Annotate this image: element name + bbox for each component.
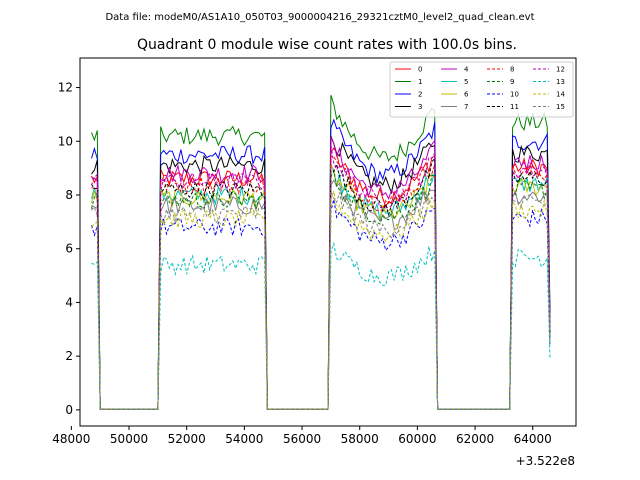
legend-label-9: 9 — [510, 78, 514, 86]
legend-label-4: 4 — [464, 66, 469, 74]
series-line-15 — [91, 191, 551, 410]
legend-label-10: 10 — [510, 91, 519, 99]
x-tick-label: 64000 — [514, 432, 552, 446]
y-tick-label: 6 — [65, 242, 73, 256]
legend-label-1: 1 — [418, 78, 422, 86]
y-tick-label: 8 — [65, 188, 73, 202]
legend-box — [389, 61, 574, 118]
x-tick-label: 58000 — [341, 432, 379, 446]
legend-label-0: 0 — [418, 66, 422, 74]
legend-label-12: 12 — [556, 66, 565, 74]
x-tick-label: 54000 — [225, 432, 263, 446]
y-tick-label: 12 — [58, 81, 73, 95]
data-file-header: Data file: modeM0/AS1A10_050T03_90000042… — [105, 12, 534, 23]
legend-label-6: 6 — [464, 91, 469, 99]
legend-label-3: 3 — [418, 103, 422, 111]
y-tick-label: 4 — [65, 295, 73, 309]
axes-layer: 48000 50000 52000 54000 56000 58000 60000 62000… — [52, 57, 577, 446]
legend-label-14: 14 — [556, 91, 565, 99]
legend-label-5: 5 — [464, 78, 468, 86]
y-tick-label: 0 — [65, 403, 73, 417]
x-tick-label: 62000 — [456, 432, 494, 446]
y-tick-label: 10 — [58, 134, 73, 148]
x-offset-text: +3.522e8 — [516, 454, 575, 468]
x-tick-label: 56000 — [283, 432, 321, 446]
legend-label-15: 15 — [556, 103, 565, 111]
series-layer — [91, 95, 551, 410]
x-tick-label: 48000 — [52, 432, 90, 446]
legend-label-7: 7 — [464, 103, 468, 111]
y-tick-label: 2 — [65, 349, 73, 363]
x-tick-label: 52000 — [168, 432, 206, 446]
axes-frame — [79, 57, 577, 427]
x-tick-label: 60000 — [398, 432, 436, 446]
legend-label-2: 2 — [418, 91, 422, 99]
x-tick-label: 50000 — [110, 432, 148, 446]
legend-label-11: 11 — [510, 103, 519, 111]
legend-label-8: 8 — [510, 66, 514, 74]
chart-title: Quadrant 0 module wise count rates with … — [137, 37, 517, 53]
series-line-12 — [91, 145, 551, 410]
legend-label-13: 13 — [556, 78, 565, 86]
